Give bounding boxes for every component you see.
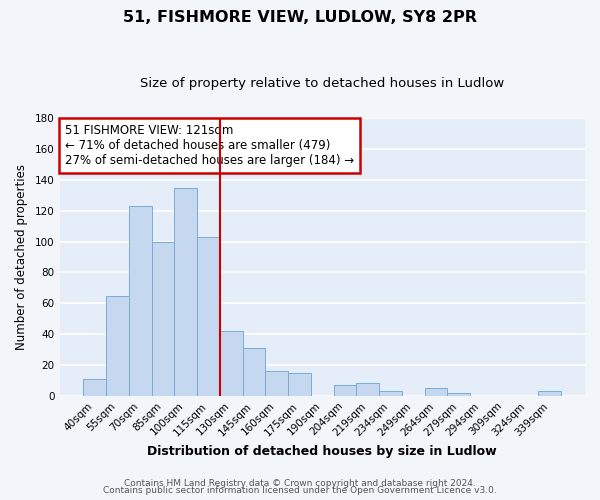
Bar xyxy=(106,296,129,396)
Bar xyxy=(356,384,379,396)
Bar xyxy=(242,348,265,396)
Text: Contains public sector information licensed under the Open Government Licence v3: Contains public sector information licen… xyxy=(103,486,497,495)
Bar xyxy=(220,331,242,396)
Bar xyxy=(379,391,402,396)
Bar xyxy=(448,393,470,396)
Bar xyxy=(175,188,197,396)
Text: 51 FISHMORE VIEW: 121sqm
← 71% of detached houses are smaller (479)
27% of semi-: 51 FISHMORE VIEW: 121sqm ← 71% of detach… xyxy=(65,124,354,166)
Bar xyxy=(265,371,288,396)
Text: Contains HM Land Registry data © Crown copyright and database right 2024.: Contains HM Land Registry data © Crown c… xyxy=(124,478,476,488)
Bar xyxy=(288,372,311,396)
Bar xyxy=(197,237,220,396)
Bar xyxy=(538,391,561,396)
Bar xyxy=(334,385,356,396)
Bar xyxy=(83,379,106,396)
Y-axis label: Number of detached properties: Number of detached properties xyxy=(15,164,28,350)
Bar xyxy=(152,242,175,396)
X-axis label: Distribution of detached houses by size in Ludlow: Distribution of detached houses by size … xyxy=(148,444,497,458)
Bar xyxy=(129,206,152,396)
Bar xyxy=(425,388,448,396)
Text: 51, FISHMORE VIEW, LUDLOW, SY8 2PR: 51, FISHMORE VIEW, LUDLOW, SY8 2PR xyxy=(123,10,477,25)
Title: Size of property relative to detached houses in Ludlow: Size of property relative to detached ho… xyxy=(140,78,505,90)
